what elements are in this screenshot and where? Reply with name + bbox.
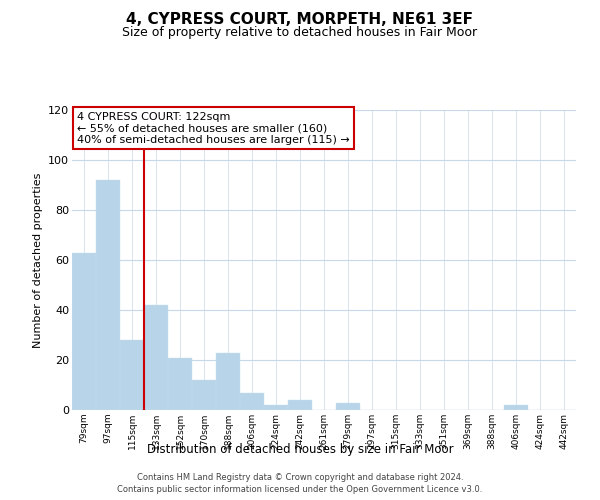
Text: Distribution of detached houses by size in Fair Moor: Distribution of detached houses by size … [146, 442, 454, 456]
Bar [72, 252, 96, 410]
Text: Contains public sector information licensed under the Open Government Licence v3: Contains public sector information licen… [118, 485, 482, 494]
Bar [240, 392, 264, 410]
Bar [288, 400, 312, 410]
Text: 4 CYPRESS COURT: 122sqm
← 55% of detached houses are smaller (160)
40% of semi-d: 4 CYPRESS COURT: 122sqm ← 55% of detache… [77, 112, 350, 144]
Bar [96, 180, 120, 410]
Bar [264, 405, 288, 410]
Bar [144, 305, 168, 410]
Bar [504, 405, 528, 410]
Bar [168, 358, 192, 410]
Y-axis label: Number of detached properties: Number of detached properties [32, 172, 43, 348]
Bar [120, 340, 144, 410]
Bar [216, 352, 240, 410]
Bar [336, 402, 360, 410]
Bar [192, 380, 216, 410]
Text: Size of property relative to detached houses in Fair Moor: Size of property relative to detached ho… [122, 26, 478, 39]
Text: Contains HM Land Registry data © Crown copyright and database right 2024.: Contains HM Land Registry data © Crown c… [137, 472, 463, 482]
Text: 4, CYPRESS COURT, MORPETH, NE61 3EF: 4, CYPRESS COURT, MORPETH, NE61 3EF [127, 12, 473, 28]
